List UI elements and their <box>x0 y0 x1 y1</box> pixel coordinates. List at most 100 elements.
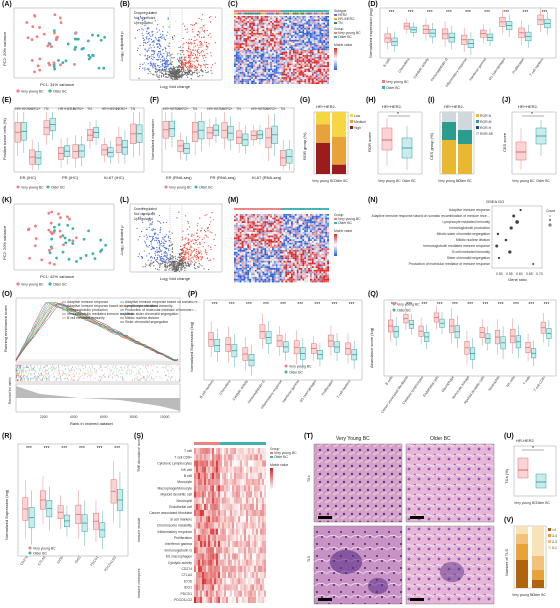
volcano-point <box>169 265 171 267</box>
volcano-point <box>159 259 161 261</box>
volcano-point <box>146 33 148 35</box>
volcano-point <box>178 74 180 76</box>
category-label: Immunoglobulin G <box>247 379 266 404</box>
volcano-point <box>176 265 178 267</box>
volcano-point <box>147 55 149 57</box>
volcano-point <box>166 253 168 255</box>
volcano-point <box>142 67 144 69</box>
volcano-point <box>195 22 197 24</box>
panel-f-label: (F) <box>150 97 159 104</box>
volcano-point <box>200 41 202 44</box>
volcano-point <box>190 264 192 266</box>
category-label: T cell markers <box>529 57 545 77</box>
volcano-point <box>194 260 196 262</box>
volcano-point <box>168 240 171 242</box>
volcano-point <box>152 49 154 52</box>
volcano-point <box>184 63 186 65</box>
volcano-point <box>167 61 169 63</box>
volcano-point <box>158 56 160 59</box>
panel-r: (R) *** *** *** *** *** *** CD274 CTLA4 ICOS IDO… <box>0 432 132 608</box>
volcano-point <box>148 49 150 51</box>
pca-point <box>64 59 68 63</box>
heatmap-c: Subtype HER2 HR-/HER2- TN Group Very you… <box>234 9 361 84</box>
volcano-point <box>175 260 177 262</box>
volcano-point <box>155 254 157 256</box>
volcano-point <box>164 240 166 242</box>
svg-text:Older BC: Older BC <box>536 179 550 183</box>
svg-text:HER2: HER2 <box>338 13 347 17</box>
boxplot-e: HR+HER2-HER2+ TN HR+HER2-HER2+ TN HR+HER2-HE… <box>2 107 145 190</box>
volcano-point <box>165 269 167 271</box>
volcano-point <box>201 265 203 267</box>
subtype-label: TN <box>44 107 49 111</box>
volcano-point <box>209 259 212 261</box>
svg-text:CES group (%): CES group (%) <box>429 132 434 160</box>
volcano-point <box>179 245 182 247</box>
volcano-point <box>159 40 161 42</box>
volcano-point <box>187 243 190 246</box>
volcano-point <box>183 261 185 263</box>
volcano-point <box>192 256 194 258</box>
volcano-point <box>179 53 182 55</box>
volcano-point <box>161 37 163 39</box>
volcano-point <box>143 42 145 44</box>
volcano-point <box>152 229 154 231</box>
category-label: B cells <box>382 57 391 68</box>
volcano-point <box>199 264 201 266</box>
volcano-point <box>156 246 158 249</box>
volcano-point <box>186 28 188 30</box>
subtype-label: HER2+ <box>29 107 40 111</box>
volcano-point <box>174 263 176 265</box>
volcano-point <box>182 73 184 75</box>
pca-point <box>59 21 63 25</box>
volcano-point <box>190 41 192 43</box>
volcano-point <box>174 266 176 268</box>
pca-point <box>52 225 56 229</box>
volcano-point <box>149 217 151 219</box>
volcano-point <box>191 233 193 235</box>
volcano-point <box>146 38 148 40</box>
pca-plot-a: PC1: 34% variance PC2: 20% variance Very… <box>2 7 115 94</box>
volcano-point <box>148 68 150 70</box>
heatmap-s-row-label: Monocyte <box>177 480 192 484</box>
volcano-point <box>163 239 165 241</box>
pca-point <box>33 14 36 17</box>
heatmap-s-row-label: M1 macrophages <box>166 555 193 559</box>
volcano-point <box>162 245 164 247</box>
volcano-point <box>190 74 192 76</box>
pca-point <box>82 237 86 241</box>
volcano-point <box>150 38 153 41</box>
volcano-point <box>139 45 141 47</box>
volcano-point <box>206 252 208 254</box>
volcano-point <box>138 253 140 255</box>
volcano-point <box>183 244 185 247</box>
pca-point <box>99 38 103 42</box>
svg-text:Older BC: Older BC <box>334 179 348 183</box>
volcano-point <box>154 239 156 241</box>
volcano-point <box>183 58 185 60</box>
pca-point <box>31 25 35 28</box>
volcano-point <box>151 41 153 43</box>
volcano-point <box>200 229 202 232</box>
volcano-point <box>191 67 193 69</box>
volcano-point <box>152 248 154 250</box>
volcano-point <box>164 260 166 263</box>
svg-text:*: * <box>397 112 399 118</box>
volcano-point <box>191 73 193 75</box>
volcano-point <box>165 268 167 270</box>
volcano-point <box>162 59 164 61</box>
category-label: M1 macrophages <box>299 379 317 403</box>
pca-point <box>62 243 65 247</box>
volcano-point <box>206 52 208 54</box>
gsea-legend-item: Mitotic sister chromatid segregation <box>125 312 178 316</box>
volcano-point <box>163 256 165 258</box>
volcano-point <box>194 49 196 51</box>
pca-point <box>56 35 59 39</box>
go-dot <box>532 262 535 266</box>
svg-text:Older BC: Older BC <box>53 283 67 287</box>
volcano-point <box>149 38 151 40</box>
volcano-point <box>190 51 193 54</box>
category-label: B cell markers <box>199 379 215 399</box>
pca-point <box>46 44 50 48</box>
enrichment-line <box>15 303 179 362</box>
